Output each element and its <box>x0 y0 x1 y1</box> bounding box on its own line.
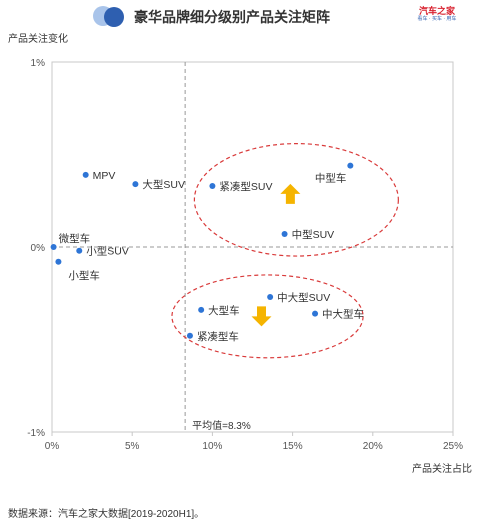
point-label: 中大型SUV <box>277 291 330 304</box>
data-point <box>198 306 205 313</box>
point-label: MPV <box>93 170 116 182</box>
point-label: 中型SUV <box>292 228 335 241</box>
point-label: 微型车 <box>59 232 91 245</box>
x-tick-label: 0% <box>45 441 60 452</box>
data-point <box>267 293 274 300</box>
point-label: 紧凑型车 <box>197 330 239 343</box>
average-label: 平均值=8.3% <box>192 419 251 432</box>
x-tick-label: 20% <box>363 441 383 452</box>
data-points <box>50 162 354 339</box>
cluster-ellipse-down <box>171 274 364 359</box>
point-label: 中大型车 <box>322 308 364 321</box>
y-tick-label: 0% <box>31 243 46 254</box>
data-point <box>50 244 57 250</box>
down-arrow-icon <box>251 306 272 327</box>
y-axis-label: 产品关注变化 <box>8 32 68 45</box>
chart-title: 豪华品牌细分级别产品关注矩阵 <box>134 9 330 25</box>
title-dots-icon <box>93 6 124 27</box>
data-point <box>76 247 83 254</box>
data-source-note: 数据来源：汽车之家大数据[2019-2020H1]。 <box>8 509 205 520</box>
x-axis-label: 产品关注占比 <box>412 462 472 475</box>
point-label: 小型车 <box>68 269 100 282</box>
point-label: 紧凑型SUV <box>219 180 272 193</box>
data-point <box>82 171 89 178</box>
header: 豪华品牌细分级别产品关注矩阵 汽车之家 看车 · 买车 · 用车 <box>0 0 480 30</box>
point-label: 大型车 <box>208 304 240 317</box>
cluster-ellipses <box>171 143 399 359</box>
x-tick-label: 25% <box>443 441 463 452</box>
point-label: 中型车 <box>315 172 347 185</box>
data-point <box>55 258 62 265</box>
x-tick-label: 10% <box>202 441 222 452</box>
y-tick-label: 1% <box>31 58 46 69</box>
data-point <box>347 162 354 169</box>
data-point <box>281 231 288 238</box>
data-point <box>312 310 319 317</box>
brand-logo: 汽车之家 看车 · 买车 · 用车 <box>413 6 461 23</box>
point-label: 小型SUV <box>86 245 129 258</box>
logo-subtext: 看车 · 买车 · 用车 <box>417 16 457 22</box>
cluster-ellipse-up <box>193 143 399 257</box>
data-point <box>132 181 139 188</box>
x-tick-label: 15% <box>283 441 303 452</box>
up-arrow-icon <box>280 183 301 204</box>
x-tick-label: 5% <box>125 441 140 452</box>
axes: 平均值=8.3%0% 5% 10% 15% 20% 25%1%0%-1% <box>27 58 463 452</box>
data-point <box>209 182 216 189</box>
trend-arrows <box>251 183 301 327</box>
data-point <box>186 332 193 339</box>
logo-text: 汽车之家 <box>418 6 455 16</box>
y-tick-label: -1% <box>27 428 45 439</box>
point-label: 大型SUV <box>142 178 185 191</box>
